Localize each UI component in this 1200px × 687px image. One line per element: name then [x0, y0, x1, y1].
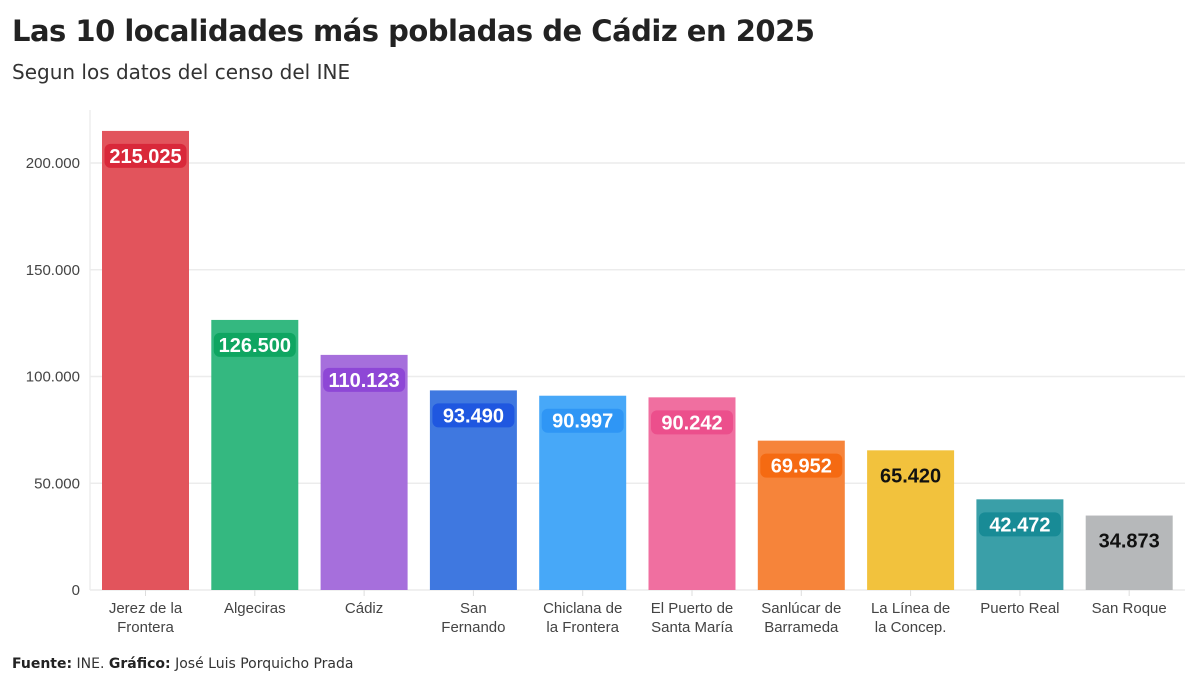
x-tick-label: Frontera	[117, 619, 174, 636]
data-label-background	[104, 143, 187, 168]
data-label: 42.472	[989, 514, 1050, 536]
x-tick-label: Barrameda	[764, 619, 839, 636]
y-tick-label: 200.000	[26, 155, 80, 172]
x-tick-label: Chiclana de	[543, 600, 622, 617]
y-tick-label: 100.000	[26, 369, 80, 386]
data-label-background	[1088, 528, 1171, 553]
data-label-background	[760, 453, 843, 478]
x-tick-label: la Frontera	[546, 619, 619, 636]
x-tick-label: Santa María	[651, 619, 733, 636]
data-label: 69.952	[771, 456, 832, 478]
data-label-background	[323, 367, 406, 392]
bar	[102, 130, 189, 590]
chart-subtitle: Segun los datos del censo del INE	[12, 60, 351, 84]
data-label: 215.025	[109, 146, 181, 168]
data-label-background	[541, 408, 624, 433]
data-label-background	[213, 332, 296, 357]
x-tick-label: Puerto Real	[980, 600, 1059, 617]
x-tick-label: la Concep.	[875, 619, 947, 636]
data-label: 93.490	[443, 405, 504, 427]
data-label: 126.500	[219, 335, 291, 357]
x-tick-label: El Puerto de	[651, 600, 734, 617]
data-label: 34.873	[1099, 531, 1160, 553]
source-label: Fuente:	[12, 656, 73, 672]
x-tick-label: San Roque	[1092, 600, 1167, 617]
data-label: 65.420	[880, 465, 941, 487]
y-tick-label: 50.000	[34, 475, 80, 492]
data-label-background	[978, 512, 1061, 537]
chart-credit-label: Gráfico:	[108, 656, 171, 672]
bar	[211, 319, 299, 590]
data-label: 90.242	[661, 412, 722, 434]
data-label-background	[651, 410, 733, 435]
bar	[320, 354, 408, 590]
data-label: 110.123	[328, 370, 399, 392]
x-tick-label: La Línea de	[871, 600, 950, 617]
bar	[1085, 515, 1173, 590]
y-tick-label: 150.000	[26, 262, 80, 279]
author: José Luis Porquicho Prada	[170, 656, 354, 672]
data-label: 90.997	[552, 411, 613, 433]
y-tick-label: 0	[72, 582, 80, 599]
x-tick-label: Algeciras	[224, 600, 286, 617]
x-tick-label: Fernando	[441, 619, 505, 636]
x-tick-label: Jerez de la	[109, 600, 183, 617]
data-label-background	[869, 463, 952, 488]
x-tick-label: San	[460, 600, 487, 617]
x-tick-label: Sanlúcar de	[761, 600, 841, 617]
footer: Fuente: INE. Gráfico: José Luis Porquich…	[12, 656, 353, 672]
source: INE.	[72, 656, 109, 672]
data-label-background	[432, 403, 515, 428]
x-tick-label: Cádiz	[345, 600, 383, 617]
chart-title: Las 10 localidades más pobladas de Cádiz…	[12, 14, 815, 48]
